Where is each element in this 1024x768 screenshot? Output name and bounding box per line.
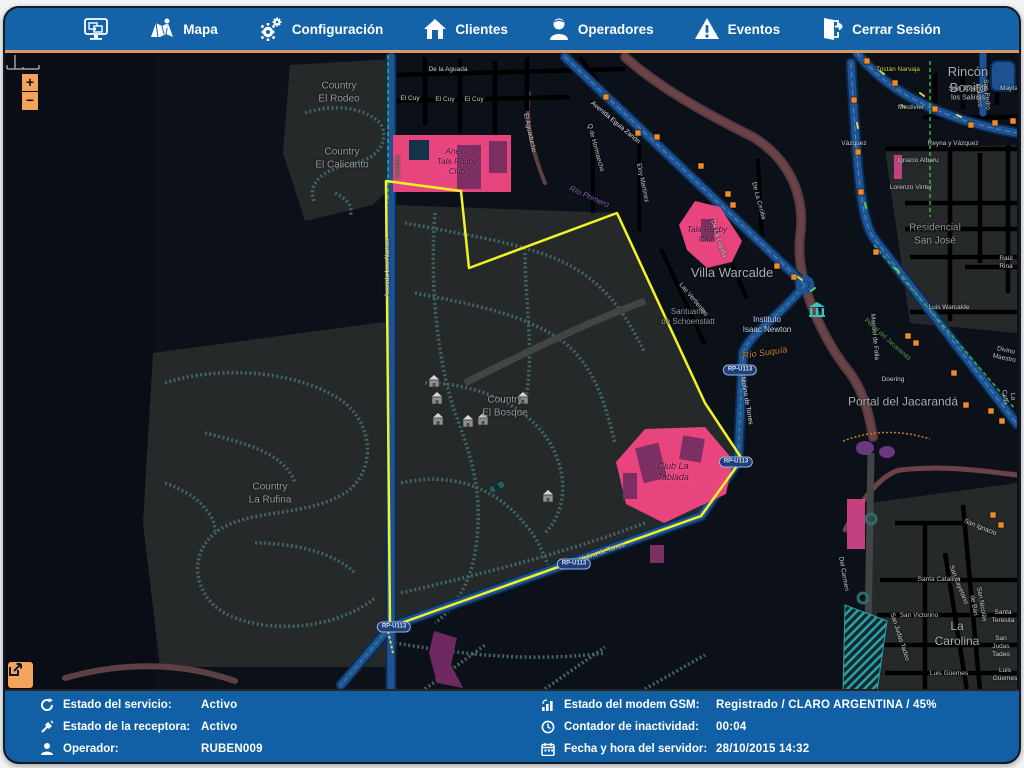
status-left-column: Estado del servicio: Activo Estado de la… — [5, 694, 512, 760]
gsm-signal-icon — [542, 698, 553, 711]
gears-icon — [260, 17, 282, 41]
nav-cerrar-sesion[interactable]: Cerrar Sesión — [820, 17, 941, 41]
top-navigation: Mapa Configuración — [5, 8, 1019, 53]
refresh-icon — [41, 697, 54, 711]
status-value: Registrado / CLARO ARGENTINA / 45% — [716, 698, 937, 711]
zoom-out-button[interactable]: − — [21, 92, 39, 111]
receiver-icon — [41, 720, 54, 733]
geofence-boundary — [384, 179, 744, 629]
map-icon — [151, 17, 174, 38]
route-shield: RP-U113 — [556, 558, 592, 570]
nav-label: Cerrar Sesión — [852, 21, 941, 37]
external-link-icon — [9, 663, 22, 676]
zoom-control: + − — [21, 73, 39, 111]
status-row-fecha: Fecha y hora del servidor: 28/10/2015 14… — [512, 738, 1019, 760]
route-dash-yellow — [387, 630, 394, 654]
nav-label: Mapa — [183, 21, 218, 37]
community-areas — [143, 59, 1017, 691]
person-icon — [549, 18, 568, 40]
nav-operadores[interactable]: Operadores — [548, 17, 654, 41]
route-shield: RP-U113 — [722, 364, 758, 376]
car-icon — [488, 480, 506, 494]
route-shield: RP-U113 — [718, 456, 754, 468]
status-value: Activo — [201, 698, 238, 711]
zoom-in-button[interactable]: + — [21, 73, 39, 92]
status-row-inactividad: Contador de inactividad: 00:04 — [512, 716, 1019, 738]
event-markers-orange — [602, 57, 1017, 529]
nav-mapa[interactable]: Mapa — [149, 17, 218, 41]
clock-icon — [541, 720, 555, 733]
nav-label: Operadores — [577, 21, 654, 37]
scale-indicator — [6, 55, 40, 70]
status-value: Activo — [201, 720, 238, 733]
status-label: Estado del servicio: — [63, 698, 172, 711]
status-label: Fecha y hora del servidor: — [564, 742, 708, 755]
warning-icon — [694, 18, 719, 39]
status-value: 28/10/2015 14:32 — [716, 742, 810, 755]
nav-label: Configuración — [291, 21, 384, 37]
traffic-ticks — [797, 70, 962, 292]
status-label: Estado de la receptora: — [63, 720, 191, 733]
route-shield: RP-U113 — [376, 621, 412, 633]
status-row-servicio: Estado del servicio: Activo — [5, 694, 512, 716]
status-row-gsm: Estado del modem GSM: Registrado / CLARO… — [512, 694, 1019, 716]
calendar-icon — [541, 742, 555, 756]
status-value: RUBEN009 — [201, 742, 263, 755]
nav-eventos[interactable]: Eventos — [694, 17, 781, 41]
home-icon — [424, 19, 447, 39]
app-window: Mapa Configuración — [3, 6, 1021, 764]
open-external-button[interactable] — [7, 661, 34, 689]
nav-label: Eventos — [727, 21, 781, 37]
venue-polygons — [393, 135, 931, 691]
river-suquia — [62, 53, 1017, 684]
logout-icon — [824, 18, 843, 40]
status-label: Estado del modem GSM: — [564, 698, 700, 711]
remote-desktop-icon — [84, 18, 109, 40]
status-row-operador: Operador: RUBEN009 — [5, 738, 512, 760]
community-streets-teal — [164, 106, 706, 691]
status-bar: Estado del servicio: Activo Estado de la… — [5, 689, 1019, 762]
nav-label: Clientes — [455, 21, 508, 37]
map-viewport[interactable]: Country El Rodeo Country El Calicanto Co… — [5, 53, 1017, 691]
status-row-receptora: Estado de la receptora: Activo — [5, 716, 512, 738]
map-canvas — [5, 53, 1017, 691]
status-label: Contador de inactividad: — [564, 720, 699, 733]
museum-icon — [809, 302, 825, 317]
nav-remote-desktop[interactable] — [83, 17, 109, 41]
status-value: 00:04 — [716, 720, 747, 733]
operator-icon — [41, 742, 53, 755]
status-label: Operador: — [63, 742, 119, 755]
route-dashes-green — [387, 55, 1016, 410]
nav-clientes[interactable]: Clientes — [423, 17, 508, 41]
nav-configuracion[interactable]: Configuración — [258, 16, 384, 42]
status-right-column: Estado del modem GSM: Registrado / CLARO… — [512, 694, 1019, 760]
